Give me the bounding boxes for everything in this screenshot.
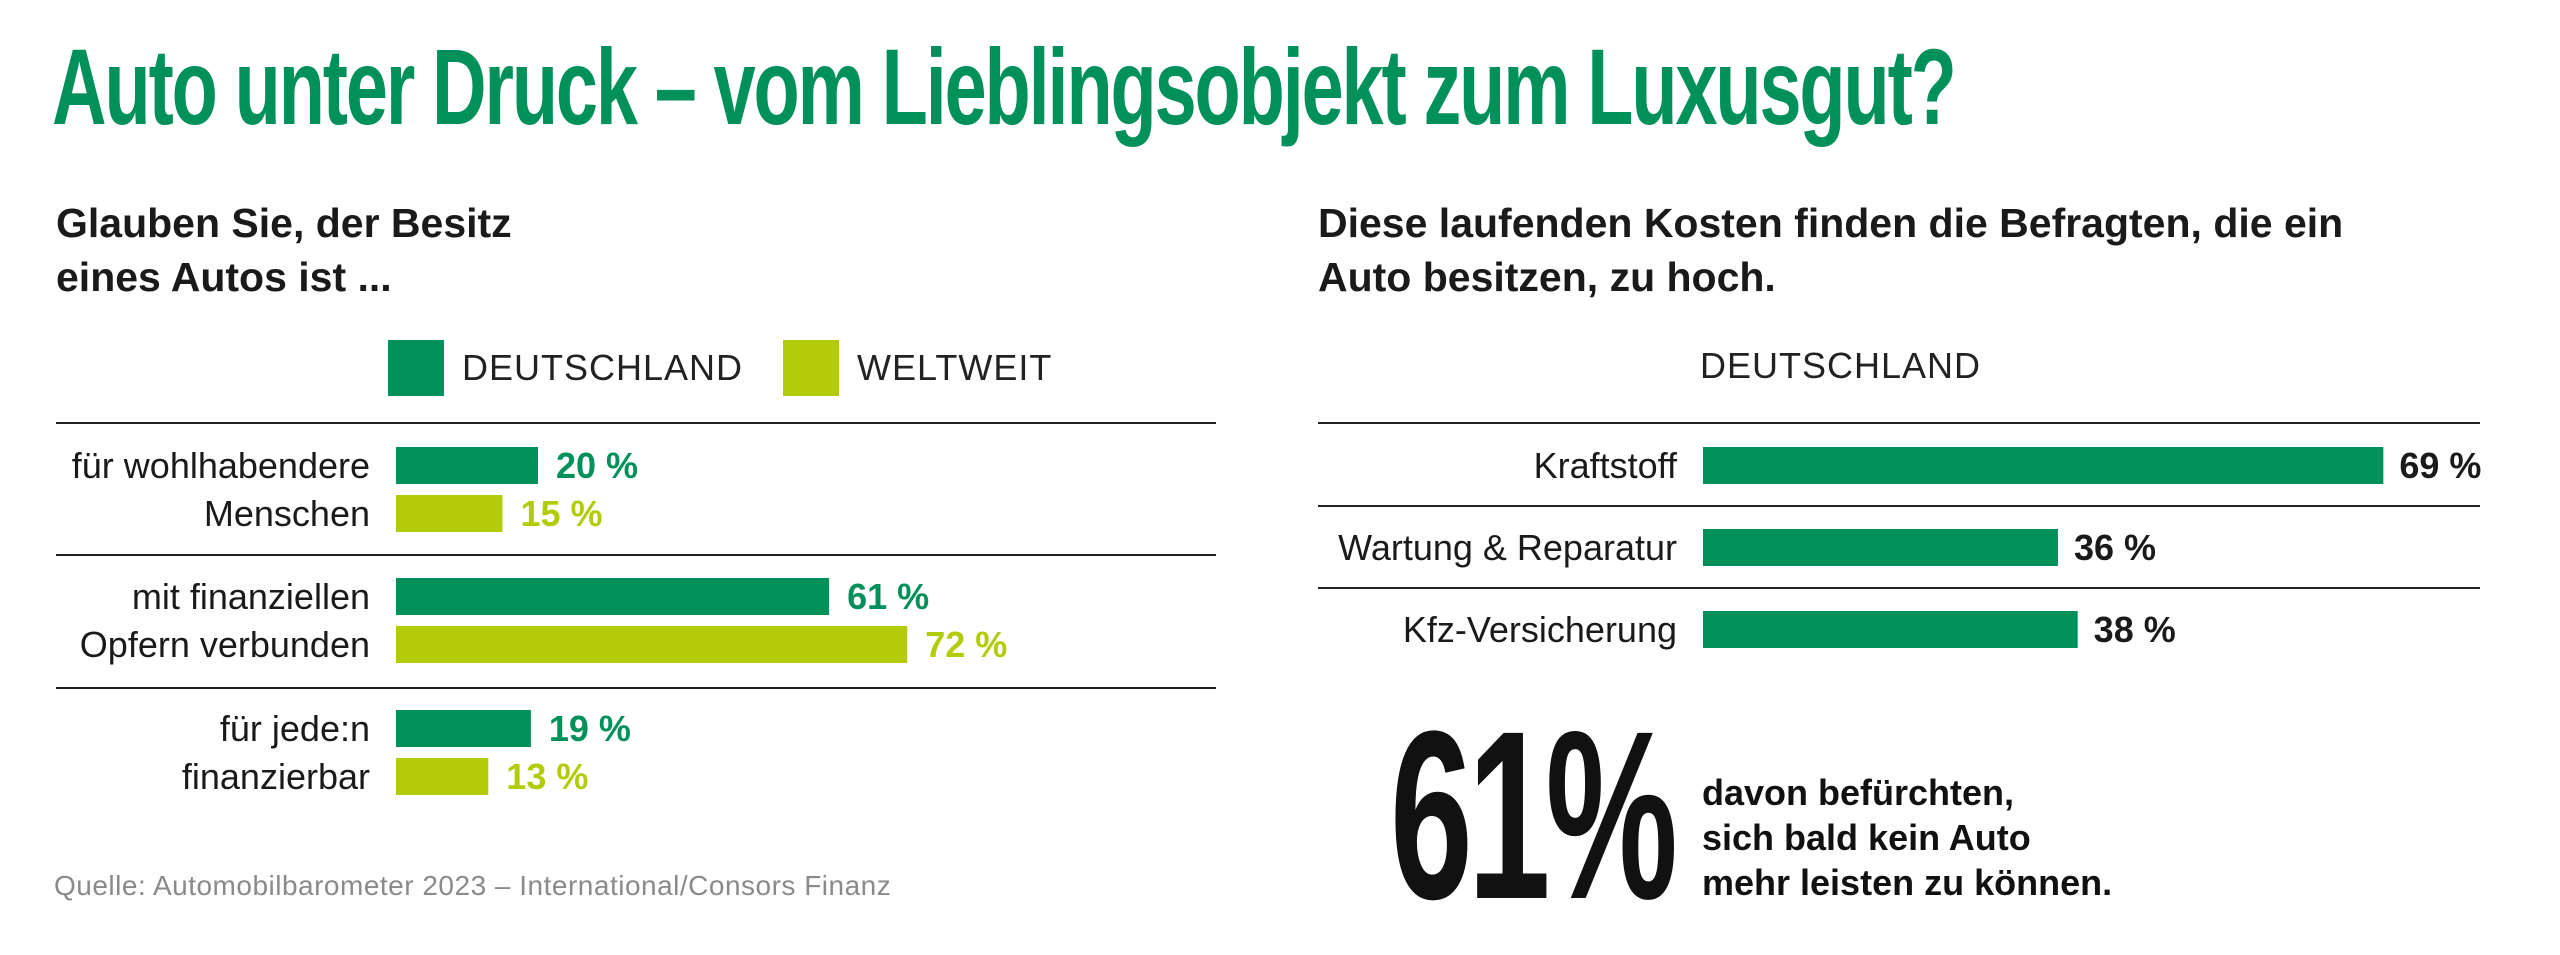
left-category-label: für wohlhabendere [72, 445, 370, 486]
left-value-label: 20 % [556, 445, 638, 486]
left-value-label: 72 % [925, 624, 1007, 665]
left-bar-weltweit [396, 495, 503, 532]
legend-swatch-weltweit [783, 340, 840, 396]
right-bar [1703, 447, 2384, 484]
left-bar-weltweit [396, 626, 908, 663]
left-category-label: mit finanziellen [132, 576, 370, 617]
page-title: Auto unter Druck – vom Lieblingsobjekt z… [52, 26, 1957, 147]
right-chart-series-label: DEUTSCHLAND [1700, 345, 1982, 386]
right-question-line-1: Diese laufenden Kosten finden die Befrag… [1318, 200, 2344, 246]
right-category-label: Wartung & Reparatur [1338, 527, 1677, 568]
source-note: Quelle: Automobilbarometer 2023 – Intern… [54, 870, 892, 901]
left-value-label: 61 % [847, 576, 929, 617]
left-bar-deutschland [396, 447, 538, 484]
right-question-line-2: Auto besitzen, zu hoch. [1318, 254, 1776, 300]
left-value-label: 13 % [506, 756, 588, 797]
legend-label-weltweit: WELTWEIT [857, 347, 1053, 388]
left-bar-deutschland [396, 578, 830, 615]
right-chart-question: Diese laufenden Kosten finden die Befrag… [1318, 196, 2418, 304]
right-category-label: Kfz-Versicherung [1403, 609, 1677, 650]
highlight-number: 61% [1390, 681, 1678, 949]
right-value-label: 69 % [2399, 445, 2481, 486]
legend-label-deutschland: DEUTSCHLAND [462, 347, 744, 388]
left-chart-question: Glauben Sie, der Besitz eines Autos ist … [56, 196, 616, 304]
right-bar [1703, 529, 2058, 566]
left-category-label: Menschen [204, 493, 370, 534]
left-category-label: für jede:n [220, 708, 370, 749]
left-question-line-2: eines Autos ist ... [56, 254, 392, 300]
legend-item-deutschland: DEUTSCHLAND [388, 340, 743, 396]
legend-swatch-deutschland [388, 340, 444, 396]
left-bar-weltweit [396, 758, 489, 795]
right-value-label: 38 % [2094, 609, 2176, 650]
left-question-line-1: Glauben Sie, der Besitz [56, 200, 512, 246]
left-value-label: 15 % [521, 493, 603, 534]
left-category-label: finanzierbar [182, 756, 370, 797]
right-category-label: Kraftstoff [1534, 445, 1678, 486]
highlight-caption-line-3: mehr leisten zu können. [1702, 862, 2113, 903]
left-value-label: 19 % [549, 708, 631, 749]
highlight-caption-line-1: davon befürchten, [1702, 772, 2015, 813]
right-bar [1703, 611, 2078, 648]
highlight-caption-line-2: sich bald kein Auto [1702, 817, 2031, 858]
right-value-label: 36 % [2074, 527, 2156, 568]
left-bar-deutschland [396, 710, 531, 747]
highlight-caption: davon befürchten, sich bald kein Auto me… [1702, 770, 2222, 905]
left-category-label: Opfern verbunden [80, 624, 370, 665]
legend-item-weltweit: WELTWEIT [783, 340, 1052, 396]
left-chart-legend: DEUTSCHLAND WELTWEIT [388, 340, 1092, 396]
